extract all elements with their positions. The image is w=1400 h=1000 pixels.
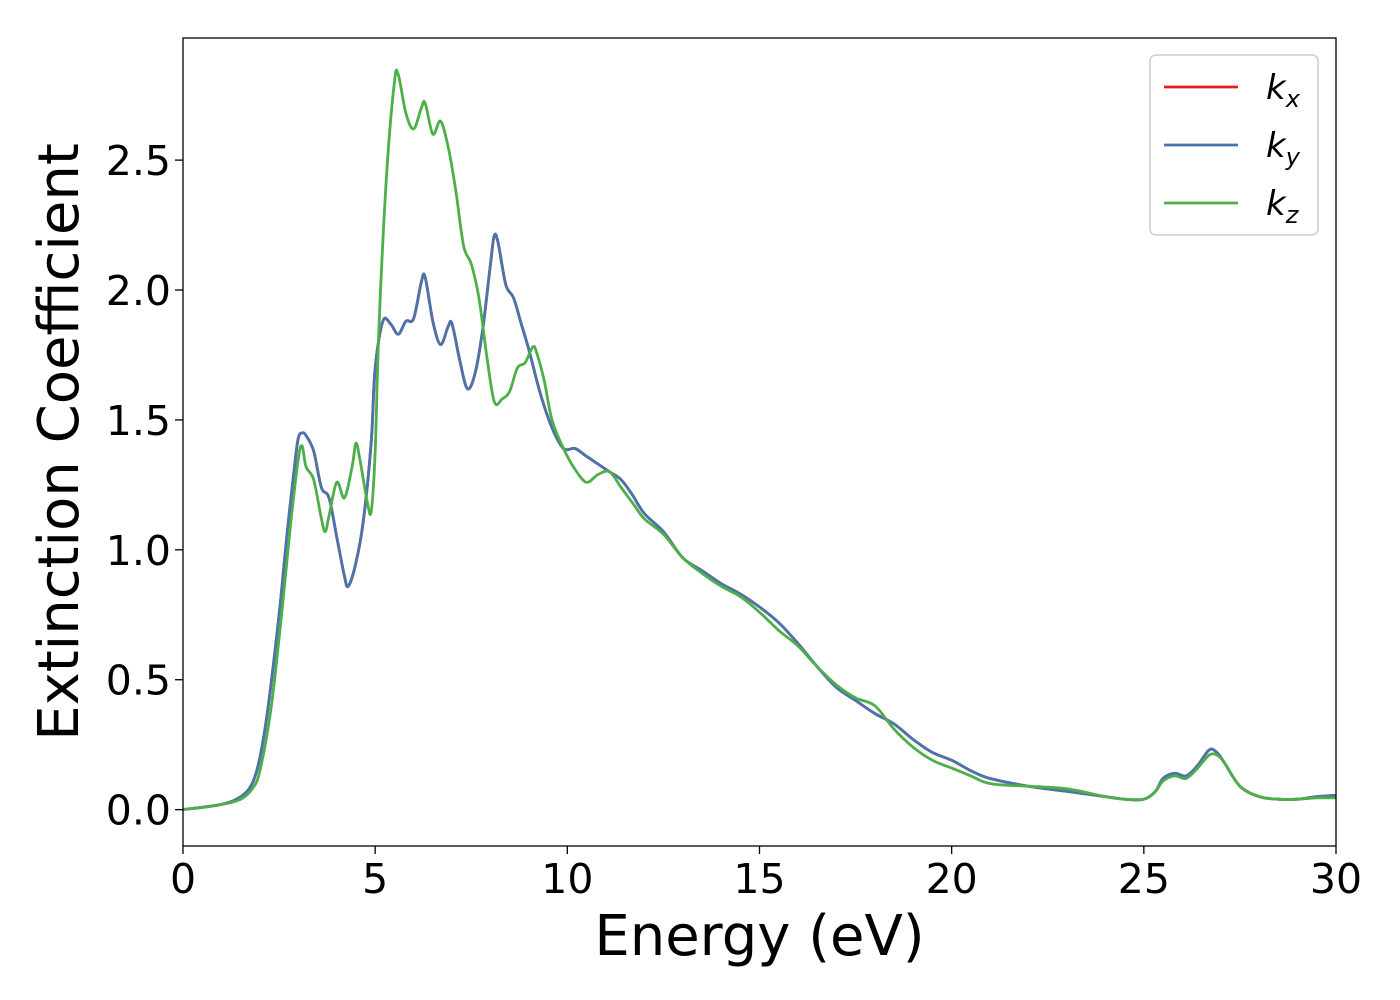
x-axis-ticks: 0 5 10 15 20 25 30 <box>170 846 1362 903</box>
x-tick-label: 30 <box>1310 855 1362 903</box>
legend: kx ky kz <box>1149 54 1319 236</box>
x-tick-label: 5 <box>362 855 388 903</box>
x-tick-label: 25 <box>1118 855 1170 903</box>
y-axis-ticks: 0.0 0.5 1.0 1.5 2.0 2.5 <box>106 137 183 835</box>
legend-label-k-z: kz <box>1266 184 1300 229</box>
y-tick-label: 2.5 <box>106 137 171 185</box>
y-tick-label: 2.0 <box>106 267 171 315</box>
series-line-k-z <box>183 68 1336 811</box>
y-tick-label: 0.0 <box>106 787 171 835</box>
y-axis-label: Extinction Coefficient <box>27 143 92 741</box>
x-tick-label: 0 <box>170 855 196 903</box>
series-layer <box>183 68 1336 811</box>
y-tick-label: 0.5 <box>106 657 171 705</box>
y-tick-label: 1.0 <box>106 527 171 575</box>
x-axis-label: Energy (eV) <box>594 904 924 969</box>
x-tick-label: 20 <box>926 855 978 903</box>
x-tick-label: 15 <box>733 855 785 903</box>
legend-label-k-y: ky <box>1266 126 1301 171</box>
y-tick-label: 1.5 <box>106 397 171 445</box>
x-tick-label: 10 <box>541 855 593 903</box>
legend-label-k-x: kx <box>1266 68 1301 113</box>
